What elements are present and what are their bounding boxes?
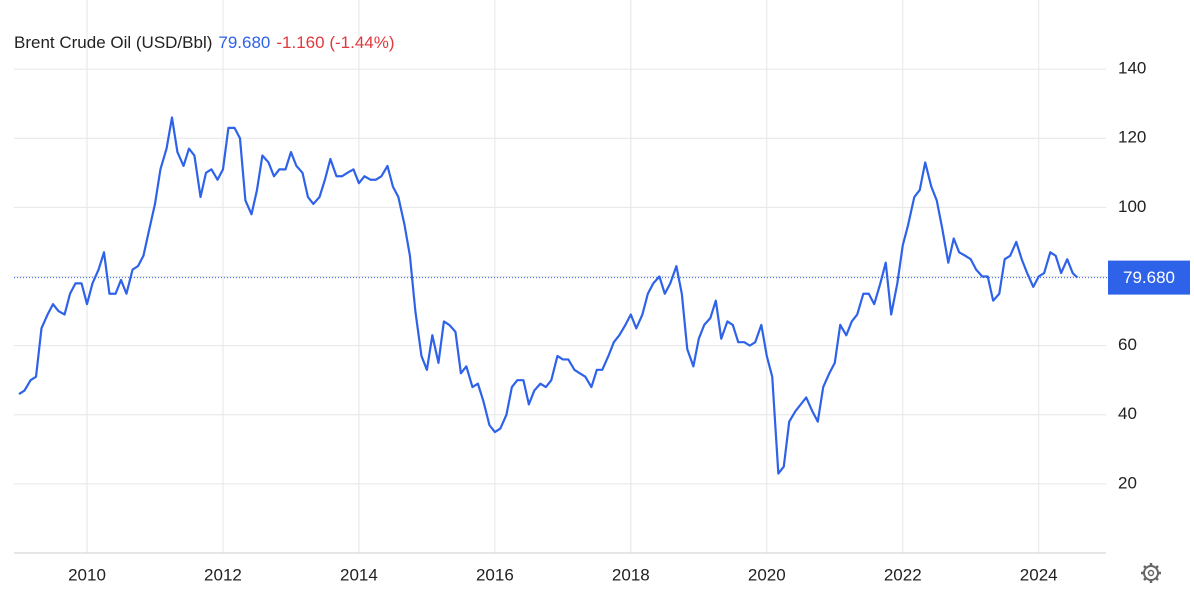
x-tick-label: 2018 bbox=[612, 565, 650, 584]
price: 79.680 bbox=[218, 33, 271, 52]
x-tick-label: 2020 bbox=[748, 565, 786, 584]
gear-hub bbox=[1147, 569, 1155, 577]
price-line bbox=[18, 116, 1079, 475]
x-tick-label: 2022 bbox=[884, 565, 922, 584]
y-tick-label: 60 bbox=[1118, 335, 1137, 354]
instrument-title: Brent Crude Oil (USD/Bbl) bbox=[14, 33, 213, 52]
x-tick-label: 2012 bbox=[204, 565, 242, 584]
settings-icon[interactable] bbox=[1141, 563, 1161, 583]
y-tick-label: 100 bbox=[1118, 197, 1146, 216]
x-tick-label: 2016 bbox=[476, 565, 514, 584]
y-tick-label: 120 bbox=[1118, 128, 1146, 147]
last-price-box bbox=[1108, 260, 1190, 295]
x-tick-label: 2010 bbox=[68, 565, 106, 584]
y-tick-label: 140 bbox=[1118, 59, 1146, 78]
y-tick-label: 40 bbox=[1118, 404, 1137, 423]
header: Brent Crude Oil (USD/Bbl) 79.680 -1.160 (-… bbox=[14, 33, 401, 53]
x-tick-label: 2024 bbox=[1020, 565, 1058, 584]
x-tick-label: 2014 bbox=[340, 565, 378, 584]
last-price-label: 79.680 bbox=[1123, 268, 1175, 287]
gear-ring bbox=[1143, 565, 1159, 581]
y-tick-label: 20 bbox=[1118, 473, 1137, 492]
price-change: -1.160 (-1.44%) bbox=[276, 33, 395, 52]
gear-teeth bbox=[1141, 563, 1161, 583]
